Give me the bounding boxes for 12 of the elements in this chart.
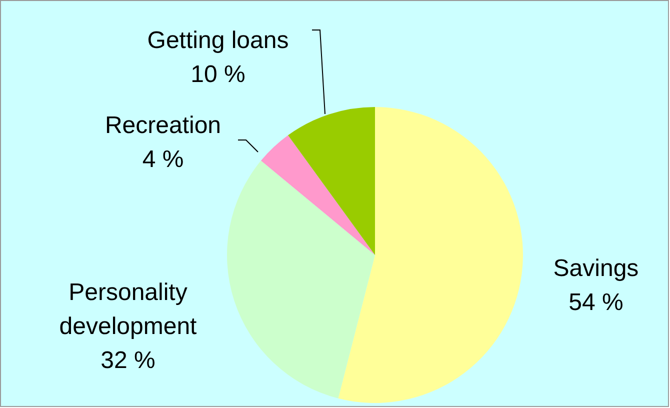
- data-label: 10 %: [190, 61, 246, 88]
- slice-label: Personality development: [59, 279, 198, 340]
- pie-slice: [288, 107, 375, 255]
- data-label: 4 %: [142, 146, 184, 173]
- slice-label: Recreation: [104, 112, 222, 139]
- slice-label: Getting loans: [147, 27, 289, 54]
- slice-label: Savings: [553, 255, 639, 282]
- pie-slice: [260, 135, 375, 255]
- data-label: 32 %: [100, 347, 156, 374]
- pie-slice: [338, 107, 523, 403]
- pie-slice: [227, 160, 375, 398]
- data-label: 54 %: [568, 289, 624, 316]
